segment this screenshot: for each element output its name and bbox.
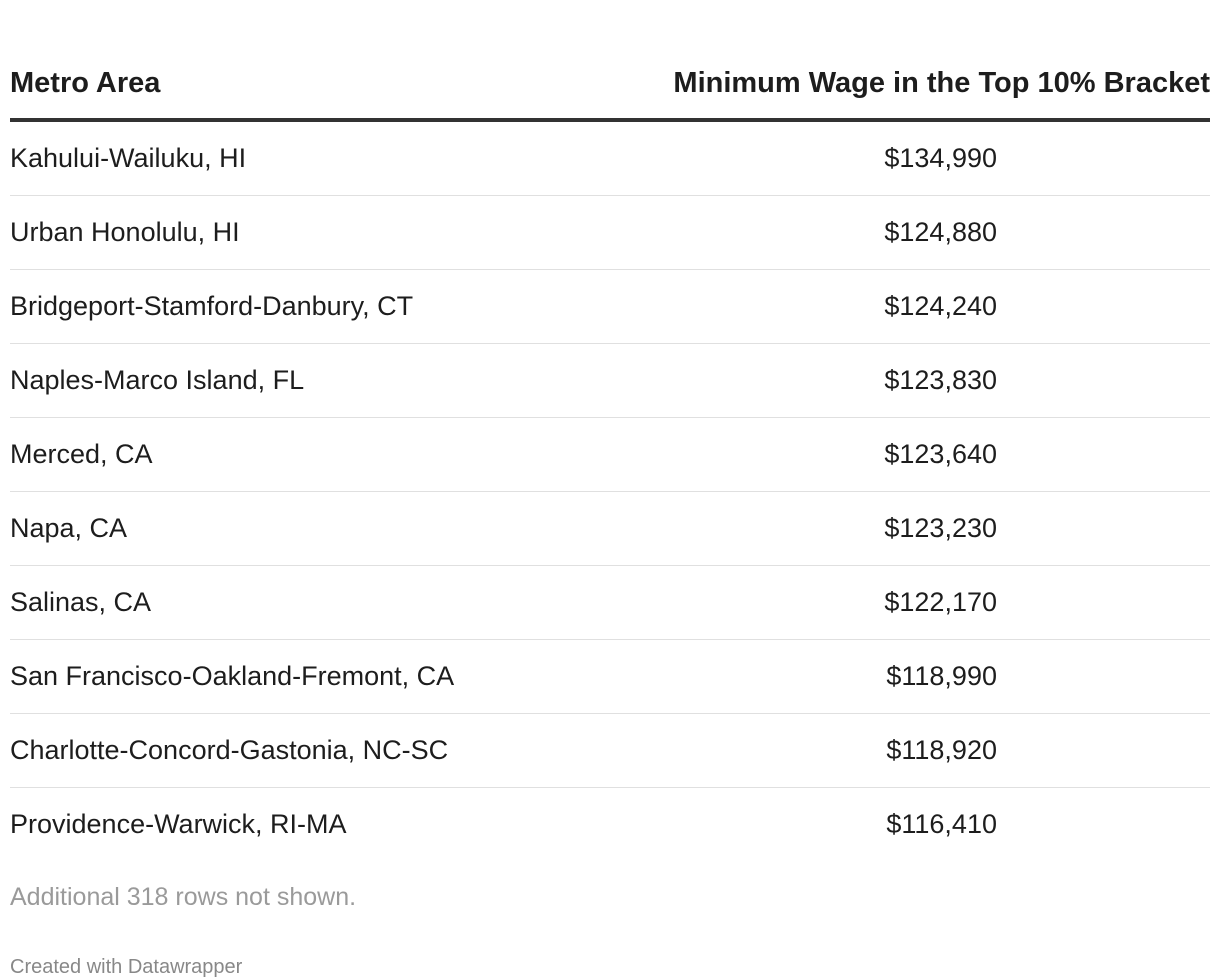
table-row: Salinas, CA $122,170 (10, 565, 1210, 640)
credit: Created with Datawrapper (10, 956, 243, 978)
wage-cell: $123,830 (553, 343, 1210, 418)
column-header: Minimum Wage in the Top 10% Bracket (553, 0, 1210, 122)
metro-cell: Merced, CA (10, 417, 554, 492)
table-row: Napa, CA $123,230 (10, 491, 1210, 566)
table-row: Naples-Marco Island, FL $123,830 (10, 343, 1210, 418)
wage-cell: $118,990 (553, 639, 1210, 714)
wage-cell: $123,230 (553, 491, 1210, 566)
metro-cell: San Francisco-Oakland-Fremont, CA (10, 639, 554, 714)
metro-cell: Napa, CA (10, 491, 554, 566)
metro-cell: Bridgeport-Stamford-Danbury, CT (10, 269, 554, 344)
table-row: San Francisco-Oakland-Fremont, CA $118,99… (10, 639, 1210, 714)
metro-cell: Salinas, CA (10, 565, 554, 640)
wage-cell: $116,410 (886, 809, 997, 839)
table-row: Bridgeport-Stamford-Danbury, CT $124,240 (10, 269, 1210, 344)
metro-cell: Providence-Warwick, RI-MA (10, 809, 347, 839)
wage-cell: $124,240 (553, 269, 1210, 344)
metro-cell: Urban Honolulu, HI (10, 195, 554, 270)
wage-cell: $118,920 (553, 713, 1210, 788)
table-row: Urban Honolulu, HI $124,880 (10, 195, 1210, 270)
wage-cell: $134,990 (553, 120, 1210, 196)
note: Additional 318 rows not shown. (10, 883, 357, 911)
table: Metro Area Minimum Wage in the Top 10% B… (10, 0, 1210, 861)
table-row: Charlotte-Concord-Gastonia, NC-SC $118,92… (10, 713, 1210, 788)
table-row: Merced, CA $123,640 (10, 417, 1210, 492)
metro-cell: Charlotte-Concord-Gastonia, NC-SC (10, 713, 554, 788)
wage-cell: $123,640 (553, 417, 1210, 492)
table-body: Kahului-Wailuku, HI $134,990 Urban Honolul… (10, 120, 1210, 861)
metro-cell: Naples-Marco Island, FL (10, 343, 554, 418)
table-row: Kahului-Wailuku, HI $134,990 (10, 120, 1210, 196)
metro-cell: Kahului-Wailuku, HI (10, 120, 554, 196)
column-header: Metro Area (10, 0, 554, 122)
wage-cell: $124,880 (553, 195, 1210, 270)
table-row: Providence-Warwick, RI-MA $116,410 (10, 788, 1210, 862)
header-row: Metro Area Minimum Wage in the Top 10% B… (10, 0, 1210, 122)
table-container: Metro Area Minimum Wage in the Top 10% B… (10, 0, 1210, 979)
wage-cell: $122,170 (553, 565, 1210, 640)
